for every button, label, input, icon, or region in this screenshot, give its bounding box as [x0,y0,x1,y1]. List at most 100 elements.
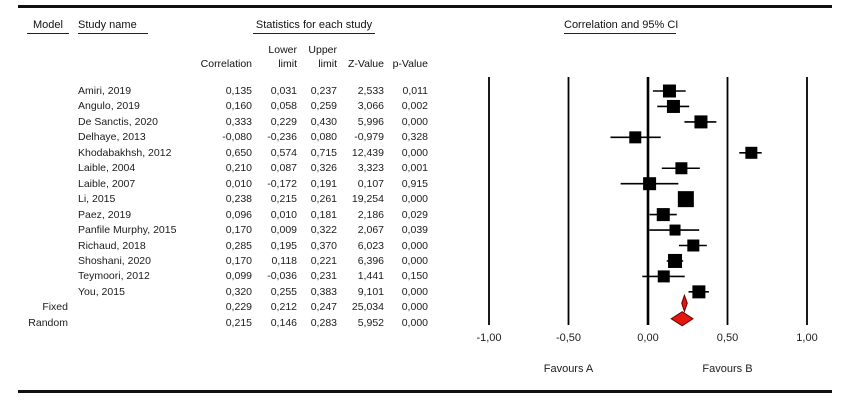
cell-z-value: 6,396 [357,254,384,267]
cell-z-value: 2,186 [357,208,384,221]
cell-study-name: Laible, 2004 [78,162,136,175]
cell-z-value: 9,101 [357,285,384,298]
cell-correlation: 0,160 [225,100,252,113]
cell-correlation: 0,333 [225,115,252,128]
cell-upper-limit: 0,430 [310,115,337,128]
cell-lower-limit: 0,146 [270,316,297,329]
cell-upper-limit: 0,322 [310,224,337,237]
cell-correlation: 0,170 [225,254,252,267]
cell-z-value: 2,533 [357,85,384,97]
cell-correlation: -0,080 [222,131,252,144]
cell-correlation: 0,285 [225,239,252,252]
cell-lower-limit: -0,236 [267,131,297,144]
cell-p-value: 0,000 [401,301,428,314]
cell-study-name: Laible, 2007 [78,177,136,190]
cell-upper-limit: 0,261 [310,193,337,206]
cell-correlation: 0,210 [225,162,252,175]
cell-lower-limit: 0,058 [270,100,297,113]
table-row: Laible, 2007 0,010 -0,172 0,191 0,107 0,915 [0,177,440,192]
x-tick-label: 1,00 [796,332,817,344]
cell-upper-limit: 0,247 [310,301,337,314]
cell-correlation: 0,229 [225,301,252,314]
effect-square [643,177,657,191]
cell-z-value: -0,979 [354,131,384,144]
cell-upper-limit: 0,080 [310,131,337,144]
cell-correlation: 0,096 [225,208,252,221]
cell-upper-limit: 0,221 [310,254,337,267]
forest-plot: -1,00 -0,50 0,00 0,50 1,00 Favours A Favours B [476,77,818,375]
cell-study-name: Amiri, 2019 [78,85,132,97]
cell-upper-limit: 0,326 [310,162,337,175]
cell-p-value: 0,150 [401,270,428,283]
cell-p-value: 0,328 [401,131,428,144]
table-row: Fixed 0,229 0,212 0,247 25,034 0,000 [0,300,440,315]
table-row: You, 2015 0,320 0,255 0,383 9,101 0,000 [0,285,440,300]
summary-diamond-fixed [681,293,688,313]
effect-square [692,285,706,299]
x-tick-label: 0,50 [717,332,738,344]
cell-p-value: 0,029 [401,208,428,221]
cell-model: Random [28,316,68,329]
table-row: Amiri, 2019 0,135 0,031 0,237 2,533 0,011 [0,84,440,99]
cell-correlation: 0,320 [225,285,252,298]
stats-section-title: Statistics for each study [253,19,375,34]
cell-correlation: 0,099 [225,270,252,283]
effect-square [629,131,642,144]
cell-study-name: Li, 2015 [78,193,116,206]
cell-correlation: 0,238 [225,193,252,206]
column-header-p-value: p-Value [392,58,428,70]
effect-square [694,115,708,129]
cell-correlation: 0,650 [225,146,252,159]
cell-p-value: 0,000 [401,316,428,329]
cell-z-value: 3,066 [357,100,384,113]
cell-study-name: De Sanctis, 2020 [78,115,158,128]
effect-square [687,239,700,252]
cell-upper-limit: 0,283 [310,316,337,329]
cell-lower-limit: 0,215 [270,193,297,206]
cell-upper-limit: 0,715 [310,146,337,159]
cell-lower-limit: 0,118 [271,254,298,267]
cell-study-name: Panfile Murphy, 2015 [78,224,177,237]
cell-lower-limit: 0,031 [270,85,297,97]
cell-lower-limit: 0,212 [270,301,297,314]
cell-upper-limit: 0,231 [310,270,337,283]
cell-study-name: You, 2015 [78,285,125,298]
effect-square [657,270,670,283]
cell-z-value: 25,034 [351,301,384,314]
cell-lower-limit: 0,255 [270,285,297,298]
cell-p-value: 0,002 [401,100,428,113]
table-row: Delhaye, 2013 -0,080 -0,236 0,080 -0,979 0,32… [0,130,440,145]
cell-lower-limit: 0,229 [270,115,297,128]
table-row: Paez, 2019 0,096 0,010 0,181 2,186 0,029 [0,208,440,223]
column-header-correlation: Correlation [200,58,252,70]
cell-study-name: Khodabakhsh, 2012 [78,146,172,159]
cell-z-value: 5,996 [357,115,384,128]
favours-b-label: Favours B [702,363,752,375]
favours-a-label: Favours A [544,363,594,375]
cell-z-value: 3,323 [357,162,384,175]
cell-lower-limit: 0,010 [270,208,297,221]
bottom-rule [18,390,832,393]
cell-upper-limit: 0,370 [310,239,337,252]
cell-lower-limit: 0,087 [270,162,297,175]
cell-p-value: 0,915 [401,177,428,190]
column-header-model: Model [27,19,69,34]
cell-p-value: 0,000 [401,254,428,267]
cell-correlation: 0,170 [225,224,252,237]
table-row: De Sanctis, 2020 0,333 0,229 0,430 5,996 0,00… [0,115,440,130]
column-header-lower-2: limit [278,58,297,70]
cell-z-value: 0,107 [357,177,384,190]
effect-square [675,162,688,175]
cell-study-name: Paez, 2019 [78,208,132,221]
cell-study-name: Delhaye, 2013 [78,131,146,144]
table-row: Shoshani, 2020 0,170 0,118 0,221 6,396 0,000 [0,254,440,269]
x-tick-label: 0,00 [637,332,658,344]
cell-upper-limit: 0,259 [310,100,337,113]
cell-p-value: 0,000 [401,239,428,252]
cell-z-value: 1,441 [357,270,384,283]
cell-p-value: 0,000 [401,115,428,128]
cell-correlation: 0,135 [225,85,252,97]
plot-section-title: Correlation and 95% CI [564,19,678,34]
table-row: Khodabakhsh, 2012 0,650 0,574 0,715 12,439 0,… [0,146,440,161]
